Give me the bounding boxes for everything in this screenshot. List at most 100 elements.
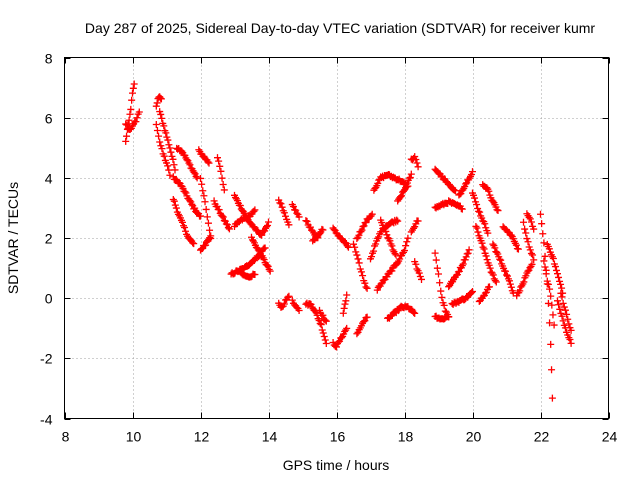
data-point: [555, 301, 563, 309]
data-point: [527, 218, 535, 226]
data-point: [503, 271, 510, 279]
data-point: [165, 141, 173, 149]
y-tick-label: 2: [45, 231, 53, 247]
series-t55: [513, 260, 536, 300]
series-t15: [231, 206, 259, 230]
data-point: [264, 262, 272, 270]
data-point: [164, 136, 172, 144]
data-point: [344, 243, 352, 251]
data-point: [166, 171, 174, 179]
data-point: [153, 99, 161, 107]
data-point: [413, 159, 421, 167]
data-point: [315, 316, 323, 324]
data-point: [319, 226, 327, 234]
data-point: [445, 313, 453, 321]
data-point: [285, 221, 293, 229]
data-point: [178, 147, 186, 155]
data-point: [280, 209, 288, 217]
data-point: [406, 174, 414, 182]
data-point: [530, 256, 538, 264]
data-point: [555, 273, 563, 281]
data-point: [463, 250, 471, 258]
data-point: [266, 267, 274, 275]
data-point: [561, 306, 569, 314]
data-point: [473, 224, 481, 232]
series-t07: [169, 173, 204, 220]
data-point: [412, 260, 420, 268]
data-point: [435, 270, 442, 278]
series-t10: [197, 174, 215, 242]
series-t41: [411, 258, 425, 283]
data-point: [492, 278, 500, 286]
data-point: [157, 110, 165, 118]
data-point: [342, 297, 350, 305]
data-point: [544, 280, 552, 288]
data-point: [391, 250, 399, 258]
data-point: [526, 215, 534, 223]
data-point: [341, 300, 349, 308]
data-point: [410, 309, 418, 317]
data-point: [489, 271, 497, 279]
data-point: [476, 208, 484, 216]
data-point: [543, 277, 551, 285]
series-t43: [431, 197, 466, 213]
series-t40: [407, 217, 422, 236]
series-t27: [329, 324, 351, 351]
data-point: [190, 168, 198, 176]
data-point: [174, 210, 182, 218]
data-point: [567, 339, 575, 347]
data-point: [164, 162, 172, 170]
data-point: [560, 303, 568, 311]
data-point: [181, 224, 189, 232]
data-point: [295, 213, 303, 221]
data-point: [520, 278, 528, 286]
data-point: [388, 267, 396, 275]
data-point: [359, 223, 367, 231]
data-point: [412, 156, 420, 164]
data-point: [458, 205, 466, 213]
data-point: [497, 256, 505, 264]
data-point: [157, 95, 165, 103]
series-t35: [373, 234, 412, 294]
data-point: [556, 277, 564, 285]
data-point: [514, 245, 522, 253]
data-point: [186, 197, 194, 205]
data-point: [122, 137, 130, 145]
data-point: [152, 102, 160, 110]
data-point: [402, 182, 410, 190]
data-point: [201, 198, 209, 206]
data-point: [202, 241, 210, 249]
data-point: [478, 239, 486, 247]
x-axis-ticks: 8 10 12 14 16 18 20 22 24: [62, 57, 617, 445]
data-point: [438, 293, 446, 301]
data-point: [357, 228, 365, 236]
data-point: [548, 366, 556, 374]
data-point: [394, 217, 402, 225]
data-point: [465, 246, 473, 254]
series-t57: [523, 210, 538, 233]
data-point: [382, 227, 390, 235]
data-point: [316, 319, 324, 327]
series-t21: [275, 292, 293, 311]
data-point: [158, 114, 166, 122]
data-point: [392, 251, 400, 259]
data-point: [152, 120, 160, 128]
data-point: [432, 256, 440, 264]
data-point: [186, 161, 194, 169]
series-t12: [214, 154, 228, 194]
data-point: [352, 248, 360, 256]
data-point: [215, 157, 223, 165]
series-t09: [195, 146, 213, 167]
data-point: [288, 296, 296, 304]
series-t06: [173, 144, 201, 182]
series-t56: [520, 218, 538, 264]
data-point: [559, 299, 567, 307]
data-point: [306, 223, 314, 231]
data-point: [219, 181, 227, 189]
data-point: [361, 279, 369, 287]
data-point: [204, 158, 212, 166]
data-point: [264, 221, 272, 229]
data-point: [437, 287, 445, 295]
data-point: [567, 326, 575, 334]
data-point: [165, 166, 173, 174]
